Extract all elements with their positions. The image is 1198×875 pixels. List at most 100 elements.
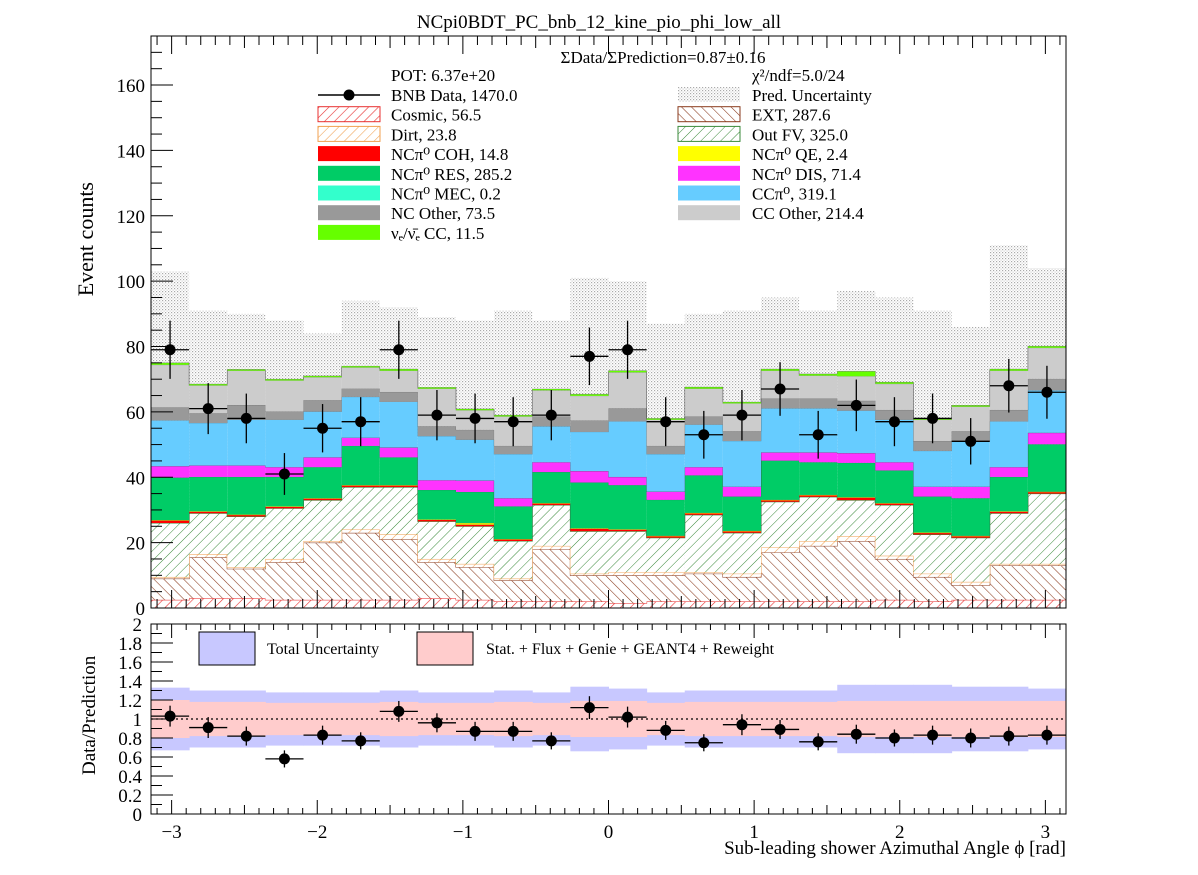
ratio-point: [1041, 729, 1053, 741]
legend-swatch: [677, 125, 741, 142]
ratio-y-tick-label: 1.6: [118, 653, 142, 674]
ratio-point: [431, 717, 443, 729]
ext-bar: [494, 580, 533, 602]
dirt-bar: [151, 576, 190, 579]
qe-bar: [379, 485, 418, 486]
outfv-bar: [227, 516, 266, 568]
outfv-bar: [532, 505, 571, 546]
nue-bar: [570, 394, 609, 396]
res-bar: [951, 498, 990, 536]
res-bar: [608, 485, 647, 530]
res-bar: [456, 491, 495, 524]
ratio-legend-label: Total Uncertainty: [267, 641, 379, 658]
ext-bar: [227, 568, 266, 599]
x-axis-title: Sub-leading shower Azimuthal Angle ϕ [ra…: [724, 838, 1066, 859]
res-bar: [722, 496, 761, 531]
data-point: [850, 399, 862, 411]
outfv-bar: [913, 534, 952, 574]
outfv-bar: [608, 531, 647, 573]
ratio-point: [164, 710, 176, 722]
ncother-bar: [799, 398, 838, 409]
ccother-bar: [341, 367, 380, 389]
coh-bar: [875, 503, 914, 506]
qe-bar: [341, 485, 380, 486]
coh-bar: [227, 514, 266, 517]
ncother-bar: [608, 408, 647, 422]
outfv-bar: [456, 526, 495, 564]
qe-bar: [761, 499, 800, 501]
legend-label: Pred. Uncertainty: [752, 86, 872, 105]
dirt-bar: [189, 554, 228, 558]
dis-bar: [303, 457, 342, 468]
ratio-point: [622, 711, 634, 723]
coh-bar: [837, 497, 876, 501]
cosmic-bar: [532, 601, 571, 608]
dirt-bar: [303, 540, 342, 543]
cosmic-bar: [265, 599, 304, 608]
cosmic-bar: [227, 598, 266, 608]
dis-bar: [151, 466, 190, 478]
cosmic-bar: [417, 598, 456, 608]
outfv-bar: [417, 521, 456, 559]
coh-bar: [646, 536, 685, 538]
ext-bar: [913, 576, 952, 602]
ccpi0-bar: [417, 436, 456, 481]
ccpi0-bar: [379, 401, 418, 448]
y-tick-label: 0: [136, 599, 146, 620]
dirt-bar: [417, 558, 456, 563]
cosmic-bar: [456, 599, 495, 608]
coh-bar: [684, 513, 723, 515]
outfv-bar: [189, 513, 228, 555]
ratio-point: [698, 737, 710, 749]
cosmic-bar: [913, 601, 952, 608]
legend-swatch: [678, 185, 740, 201]
dirt-bar: [799, 540, 838, 546]
legend-swatch: [317, 125, 381, 142]
ccpi0-bar: [608, 421, 647, 477]
cosmic-bar: [189, 598, 228, 608]
ext-bar: [837, 540, 876, 602]
dirt-bar: [875, 555, 914, 559]
ratio-y-tick-label: 1.8: [118, 634, 142, 655]
qe-bar: [799, 494, 838, 496]
ext-bar: [875, 558, 914, 600]
data-point: [698, 429, 710, 441]
ratio-point: [583, 702, 595, 714]
legend-label: νₑ/ν̄ₑ CC, 11.5: [391, 224, 484, 243]
dis-bar: [608, 476, 647, 486]
dirt-bar: [951, 581, 990, 586]
dirt-bar: [265, 558, 304, 563]
ratio-point: [355, 735, 367, 747]
cosmic-bar: [379, 599, 418, 608]
data-point: [240, 412, 252, 424]
nue-bar: [1027, 346, 1066, 348]
nue-bar: [684, 387, 723, 389]
coh-bar: [494, 539, 533, 541]
legend-label: Out FV, 325.0: [752, 125, 848, 144]
ratio-bands-layer: [151, 684, 1067, 754]
ncother-bar: [646, 445, 685, 455]
main-legend: BNB Data, 1470.0 Pred. Uncertainty Cosmic,…: [317, 86, 872, 243]
outfv-bar: [379, 487, 418, 535]
outfv-bar: [303, 500, 342, 541]
ratio-point: [660, 724, 672, 736]
dirt-bar: [913, 573, 952, 577]
data-point: [393, 344, 405, 356]
dis-bar: [494, 498, 533, 507]
ccpi0-bar: [722, 440, 761, 487]
res-bar: [303, 467, 342, 499]
nue-bar: [227, 369, 266, 371]
outfv-bar: [151, 523, 190, 577]
legend-label: CC Other, 214.4: [752, 204, 864, 223]
ratio-y-tick-label: 0.6: [118, 748, 142, 769]
ext-bar: [303, 542, 342, 600]
x-tick-label: 0: [604, 822, 614, 843]
data-point: [736, 409, 748, 421]
coh-bar: [151, 520, 190, 524]
ratio-y-tick-label: 0: [133, 805, 143, 826]
coh-bar: [761, 500, 800, 502]
dirt-bar: [684, 572, 723, 574]
cosmic-bar: [951, 599, 990, 608]
ratio-y-axis-title: Data/Prediction: [79, 655, 100, 775]
ext-bar: [189, 557, 228, 599]
